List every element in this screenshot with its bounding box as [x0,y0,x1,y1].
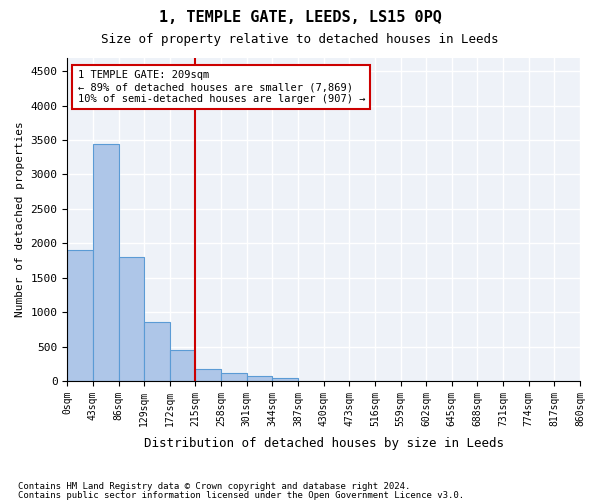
Bar [119,257,144,381]
Text: 1, TEMPLE GATE, LEEDS, LS15 0PQ: 1, TEMPLE GATE, LEEDS, LS15 0PQ [158,10,442,25]
Bar [170,350,196,381]
Bar [247,376,272,381]
Bar [93,144,119,381]
Text: Contains public sector information licensed under the Open Government Licence v3: Contains public sector information licen… [18,490,464,500]
Text: Size of property relative to detached houses in Leeds: Size of property relative to detached ho… [101,32,499,46]
Bar [67,250,93,381]
Y-axis label: Number of detached properties: Number of detached properties [15,122,25,317]
X-axis label: Distribution of detached houses by size in Leeds: Distribution of detached houses by size … [143,437,503,450]
Bar [221,374,247,381]
Bar [196,369,221,381]
Text: 1 TEMPLE GATE: 209sqm
← 89% of detached houses are smaller (7,869)
10% of semi-d: 1 TEMPLE GATE: 209sqm ← 89% of detached … [77,70,365,104]
Bar [144,322,170,381]
Bar [272,378,298,381]
Text: Contains HM Land Registry data © Crown copyright and database right 2024.: Contains HM Land Registry data © Crown c… [18,482,410,491]
